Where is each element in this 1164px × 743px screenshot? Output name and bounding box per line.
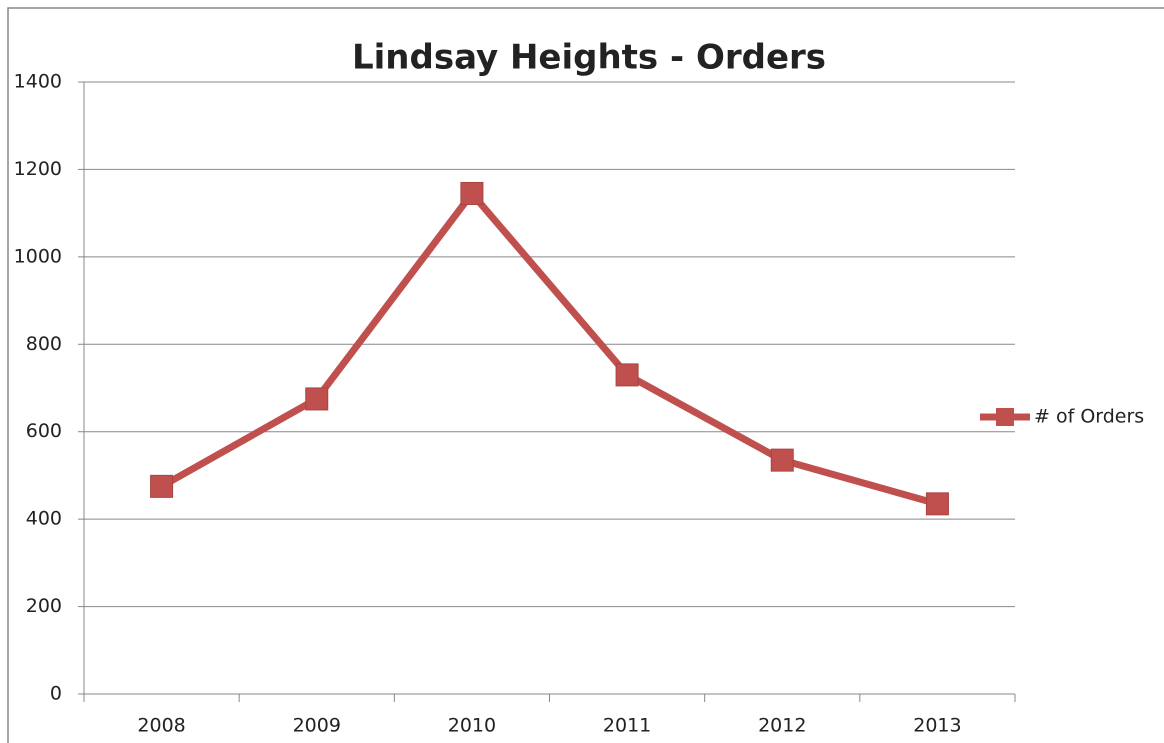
x-tick-label: 2011 [603, 715, 651, 737]
chart-frame [7, 7, 1164, 743]
point-marker [615, 363, 639, 387]
y-tick-label: 1400 [14, 71, 62, 93]
point-marker [150, 474, 174, 498]
y-tick-label: 0 [50, 683, 62, 705]
x-tick-label: 2010 [448, 715, 496, 737]
legend-label: # of Orders [1034, 406, 1144, 428]
y-tick-label: 200 [26, 595, 62, 617]
point-marker [925, 492, 949, 516]
x-tick-label: 2012 [758, 715, 806, 737]
y-tick-label: 1000 [14, 245, 62, 267]
legend-marker [996, 408, 1014, 426]
y-tick-label: 800 [26, 333, 62, 355]
point-marker [770, 448, 794, 472]
chart-title: Lindsay Heights - Orders [352, 38, 826, 78]
x-tick-label: 2013 [913, 715, 961, 737]
point-marker [460, 181, 484, 205]
y-tick-label: 1200 [14, 158, 62, 180]
y-tick-label: 400 [26, 508, 62, 530]
y-tick-label: 600 [26, 420, 62, 442]
point-marker [305, 387, 329, 411]
series-line [159, 189, 939, 508]
x-tick-label: 2009 [293, 715, 341, 737]
x-tick-label: 2008 [137, 715, 185, 737]
